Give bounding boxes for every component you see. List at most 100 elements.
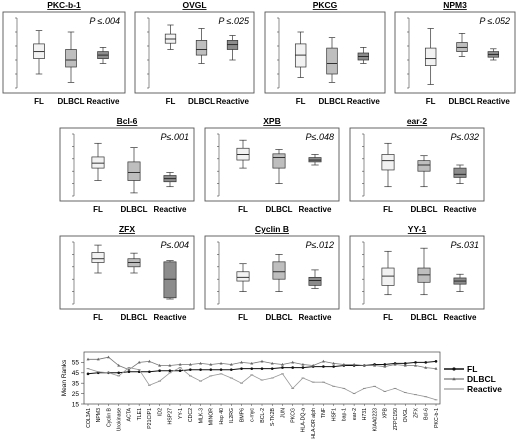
category-label-dlbcl: DLBCL [410,205,437,214]
data-point [403,362,407,365]
data-point [362,363,366,367]
x-tick-label-pkcg: PKCG [291,408,297,423]
box-dlbcl [127,147,141,194]
p-value-label: P≤.031 [451,240,479,250]
x-tick-label-cdc2: CDC2 [188,408,194,422]
data-point [260,367,264,370]
iqr-box [272,153,286,169]
data-point [127,370,131,374]
x-tick-label-hsp-40: Hsp 40 [219,408,225,425]
x-tick-label-kiaa0223: KIAA0223 [372,408,378,431]
data-point [209,362,213,366]
box-dlbcl [272,254,286,292]
data-point [434,367,438,370]
iqr-box [381,267,395,286]
legend-label: DLBCL [467,374,496,384]
category-label-dlbcl: DLBCL [188,97,215,106]
box-reactive [308,269,322,289]
panel-title: Bcl-6 [117,116,138,126]
box-fl [236,139,250,169]
x-tick-label-ear-2: ear-2 [352,408,358,420]
category-label-reactive: Reactive [299,205,332,214]
category-label-fl: FL [166,97,176,106]
iqr-box [417,160,431,172]
data-point [270,361,274,365]
data-point [250,367,254,370]
x-tick-label-col3a1: COL3A1 [86,408,92,428]
panel-title: YY-1 [408,224,427,234]
data-point [178,369,182,373]
legend-item-dlbcl: DLBCL [444,374,496,384]
iqr-box [65,49,77,68]
iqr-box [272,261,286,280]
data-point [291,366,295,369]
x-tick-label-minor: MINOR [209,408,215,426]
category-label-fl: FL [93,313,103,322]
data-point [188,362,192,366]
box-fl [381,142,395,188]
x-tick-label-ovgl: OVGL [403,408,409,423]
category-label-fl: FL [34,97,44,106]
iqr-box [308,276,322,286]
panel-title: PKC-b-1 [47,0,81,10]
x-tick-label-jun: JUN [280,408,286,418]
y-axis-label: Mean Ranks [61,359,68,396]
data-point [322,365,325,368]
boxplot-xpb: XPB P≤.048 FL DLBCL Reactive [204,116,340,214]
iqr-box [326,47,338,75]
category-label-dlbcl: DLBCL [120,205,147,214]
category-label-dlbcl: DLBCL [410,313,437,322]
panel-title: NPM3 [443,0,467,10]
panel-frame [264,11,386,94]
boxplot-ovgl: OVGL P ≤.025 FL DLBCL Reactive [134,0,255,106]
data-point [332,365,335,368]
panel-frame [59,127,195,202]
data-point [168,369,172,373]
category-label-fl: FL [238,205,248,214]
box-fl [424,28,437,85]
x-tick-label-hsp27: HSP27 [168,408,174,425]
data-point [352,362,356,366]
x-tick-label-cyclin-b: Cyclin B [106,407,112,427]
x-tick-label-tnf: TNF [321,408,327,418]
data-point [301,362,305,366]
x-tick-label-id2: ID2 [157,408,163,416]
box-fl [294,31,307,78]
panel-title: ear-2 [407,116,428,126]
data-point [86,357,90,361]
x-tick-label-mlk-3: MLK-3 [198,408,204,423]
box-fl [91,244,105,274]
data-point [280,362,284,366]
x-tick-label-p21cip1: P21CIP1 [147,408,153,429]
box-dlbcl [272,149,286,184]
data-point [189,368,192,371]
p-value-label: P ≤.025 [218,16,250,26]
data-point [117,371,121,375]
p-value-label: P≤.001 [161,132,189,142]
data-point [424,366,428,369]
x-tick-label-hla-dr-alph: HLA-DR alph [311,408,317,439]
box-reactive [97,47,109,64]
data-point [250,361,254,365]
x-tick-label-il2rg: IL2RG [229,408,235,423]
data-point [332,361,336,365]
iqr-box [91,156,105,169]
box-fl [164,24,177,50]
data-point [393,362,397,366]
data-point [414,361,417,364]
data-point [137,360,141,364]
data-point [158,363,162,367]
boxplot-bcl-6: Bcl-6 P≤.001 FL DLBCL Reactive [59,116,195,214]
p-value-label: P≤.004 [161,240,189,250]
data-point [148,370,151,374]
box-reactive [163,172,177,188]
data-point [414,363,418,367]
panel-title: Cyclin B [255,224,289,234]
iqr-box [195,40,208,56]
series-reactive [86,367,438,401]
data-point [281,366,284,369]
data-point [147,359,151,363]
category-label-reactive: Reactive [154,313,187,322]
data-point [127,368,131,371]
